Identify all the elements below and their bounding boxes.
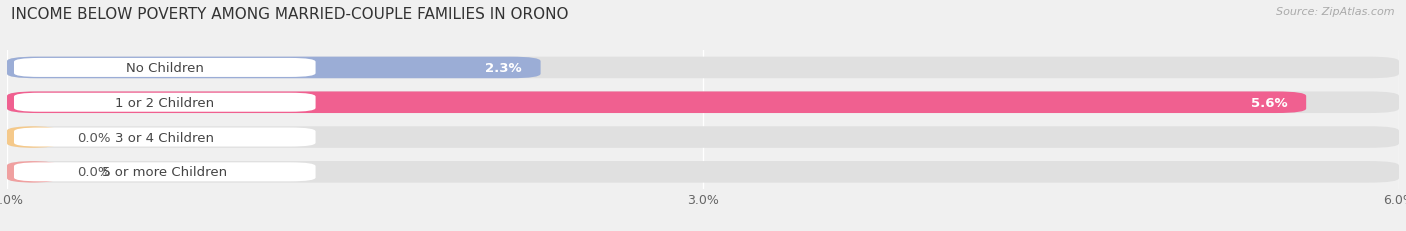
Text: 5 or more Children: 5 or more Children [103, 166, 228, 179]
FancyBboxPatch shape [7, 92, 1306, 113]
FancyBboxPatch shape [7, 58, 1399, 79]
FancyBboxPatch shape [7, 58, 540, 79]
Text: 0.0%: 0.0% [76, 166, 110, 179]
FancyBboxPatch shape [14, 59, 315, 78]
Text: 0.0%: 0.0% [76, 131, 110, 144]
FancyBboxPatch shape [14, 163, 315, 182]
FancyBboxPatch shape [14, 93, 315, 112]
Text: INCOME BELOW POVERTY AMONG MARRIED-COUPLE FAMILIES IN ORONO: INCOME BELOW POVERTY AMONG MARRIED-COUPL… [11, 7, 569, 22]
FancyBboxPatch shape [7, 127, 58, 148]
FancyBboxPatch shape [7, 161, 1399, 183]
Text: Source: ZipAtlas.com: Source: ZipAtlas.com [1277, 7, 1395, 17]
Text: 1 or 2 Children: 1 or 2 Children [115, 96, 214, 109]
Text: No Children: No Children [127, 62, 204, 75]
FancyBboxPatch shape [14, 128, 315, 147]
Text: 3 or 4 Children: 3 or 4 Children [115, 131, 214, 144]
FancyBboxPatch shape [7, 161, 58, 183]
FancyBboxPatch shape [7, 127, 1399, 148]
Text: 2.3%: 2.3% [485, 62, 522, 75]
FancyBboxPatch shape [7, 92, 1399, 113]
Text: 5.6%: 5.6% [1251, 96, 1288, 109]
